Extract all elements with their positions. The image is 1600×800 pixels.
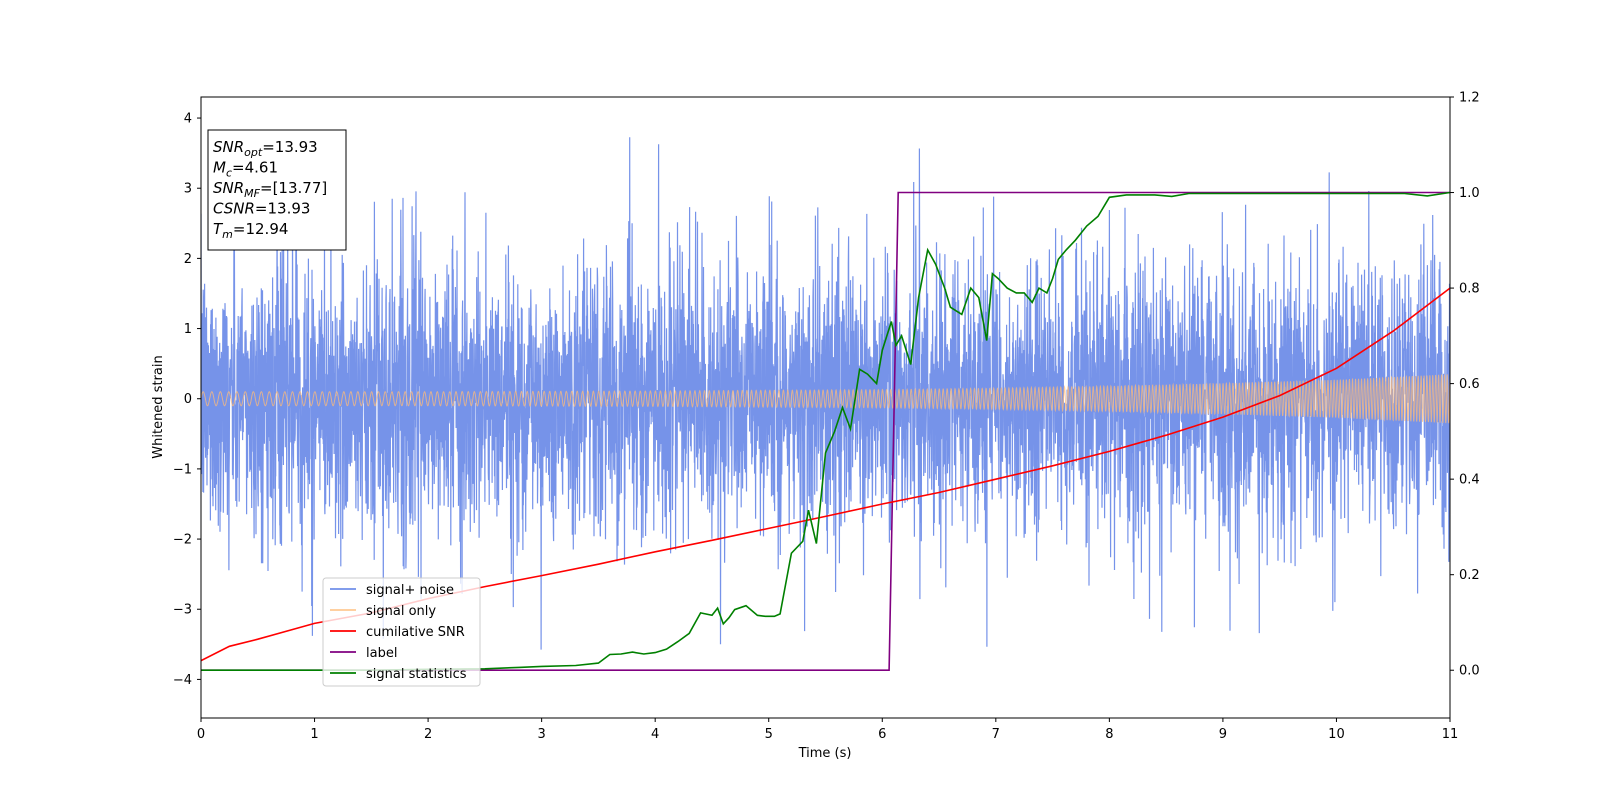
x-tick-label: 7 bbox=[992, 727, 1000, 742]
y-tick-label: −3 bbox=[173, 603, 192, 618]
x-tick-label: 5 bbox=[765, 727, 773, 742]
info-box-frame bbox=[207, 129, 347, 251]
legend-entry: label bbox=[366, 646, 397, 661]
y-tick-label: 3 bbox=[184, 182, 192, 197]
y2-tick-label: 1.2 bbox=[1459, 91, 1480, 106]
signal-noise-series bbox=[201, 137, 1450, 650]
info-line: SNRopt=13.93 bbox=[213, 138, 318, 159]
y-tick-label: −1 bbox=[173, 462, 192, 477]
y-tick-label: 0 bbox=[184, 392, 192, 407]
signal-only-line bbox=[201, 374, 1450, 424]
x-tick-label: 10 bbox=[1328, 727, 1345, 742]
y2-tick-label: 0.6 bbox=[1459, 377, 1480, 392]
y2-tick-label: 0.4 bbox=[1459, 473, 1480, 488]
signal-statistics-line bbox=[201, 191, 1450, 671]
y-tick-label: 1 bbox=[184, 322, 192, 337]
legend-entry: signal statistics bbox=[366, 667, 467, 682]
y-tick-label: 2 bbox=[184, 252, 192, 267]
legend-entry: signal only bbox=[366, 604, 436, 619]
legend-frame bbox=[322, 577, 481, 687]
x-tick-label: 11 bbox=[1442, 727, 1459, 742]
y2-tick-label: 1.0 bbox=[1459, 186, 1480, 201]
y-axis-label: Whitened strain bbox=[151, 355, 166, 458]
x-tick-label: 3 bbox=[537, 727, 545, 742]
x-tick-label: 1 bbox=[310, 727, 318, 742]
y-axis-left: −4 −3 −2 −1 0 1 2 3 4 bbox=[173, 112, 201, 688]
x-tick-label: 2 bbox=[424, 727, 432, 742]
info-line: Mc=4.61 bbox=[213, 159, 278, 180]
signal-only-series bbox=[201, 374, 1450, 424]
legend-entry: signal+ noise bbox=[366, 583, 454, 598]
x-tick-label: 8 bbox=[1105, 727, 1113, 742]
info-line: SNRMF=[13.77] bbox=[213, 179, 327, 200]
y-tick-label: −4 bbox=[173, 673, 192, 688]
label-line bbox=[201, 191, 1450, 671]
y2-tick-label: 0.8 bbox=[1459, 282, 1480, 297]
x-tick-label: 6 bbox=[878, 727, 886, 742]
plot-frame bbox=[200, 96, 1451, 719]
signal-noise-line bbox=[201, 137, 1450, 650]
y-tick-label: 4 bbox=[184, 112, 192, 127]
info-line: CSNR=13.93 bbox=[213, 200, 310, 218]
y-tick-label: −2 bbox=[173, 533, 192, 548]
x-axis-label: Time (s) bbox=[798, 746, 852, 761]
x-tick-label: 0 bbox=[197, 727, 205, 742]
info-box: SNRopt=13.93Mc=4.61SNRMF=[13.77]CSNR=13.… bbox=[207, 129, 347, 251]
y2-tick-label: 0.2 bbox=[1459, 568, 1480, 583]
x-axis: 0 1 2 3 4 5 6 7 8 9 10 11 bbox=[197, 718, 1458, 742]
y-axis-right: 0.0 0.2 0.4 0.6 0.8 1.0 1.2 bbox=[1450, 91, 1480, 679]
legend-entry: cumilative SNR bbox=[366, 625, 465, 640]
y2-tick-label: 0.0 bbox=[1459, 664, 1480, 679]
info-line: Tm=12.94 bbox=[213, 220, 288, 241]
x-tick-label: 4 bbox=[651, 727, 659, 742]
legend: signal+ noise signal only cumilative SNR la… bbox=[322, 577, 481, 687]
x-tick-label: 9 bbox=[1219, 727, 1227, 742]
